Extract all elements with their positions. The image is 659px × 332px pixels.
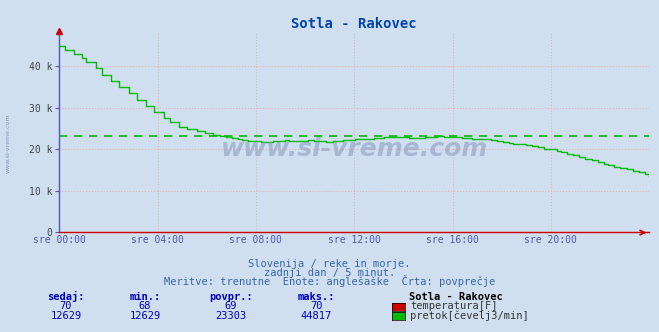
Text: min.:: min.: [129, 292, 161, 302]
Title: Sotla - Rakovec: Sotla - Rakovec [291, 17, 417, 31]
Text: povpr.:: povpr.: [209, 292, 252, 302]
Text: 70: 70 [310, 301, 322, 311]
Text: 70: 70 [60, 301, 72, 311]
Text: 23303: 23303 [215, 311, 246, 321]
Text: 68: 68 [139, 301, 151, 311]
Text: pretok[čevelj3/min]: pretok[čevelj3/min] [410, 311, 529, 321]
Text: Meritve: trenutne  Enote: anglešaške  Črta: povprečje: Meritve: trenutne Enote: anglešaške Črta… [164, 275, 495, 287]
Text: Sotla - Rakovec: Sotla - Rakovec [409, 292, 502, 302]
Text: 12629: 12629 [129, 311, 161, 321]
Text: 44817: 44817 [301, 311, 332, 321]
Text: sedaj:: sedaj: [47, 291, 84, 302]
Text: www.si-vreme.com: www.si-vreme.com [221, 137, 488, 161]
Text: www.si-vreme.com: www.si-vreme.com [5, 113, 11, 173]
Text: 69: 69 [225, 301, 237, 311]
Text: zadnji dan / 5 minut.: zadnji dan / 5 minut. [264, 268, 395, 278]
Text: maks.:: maks.: [298, 292, 335, 302]
Text: Slovenija / reke in morje.: Slovenija / reke in morje. [248, 259, 411, 269]
Text: temperatura[F]: temperatura[F] [410, 301, 498, 311]
Text: 12629: 12629 [50, 311, 82, 321]
